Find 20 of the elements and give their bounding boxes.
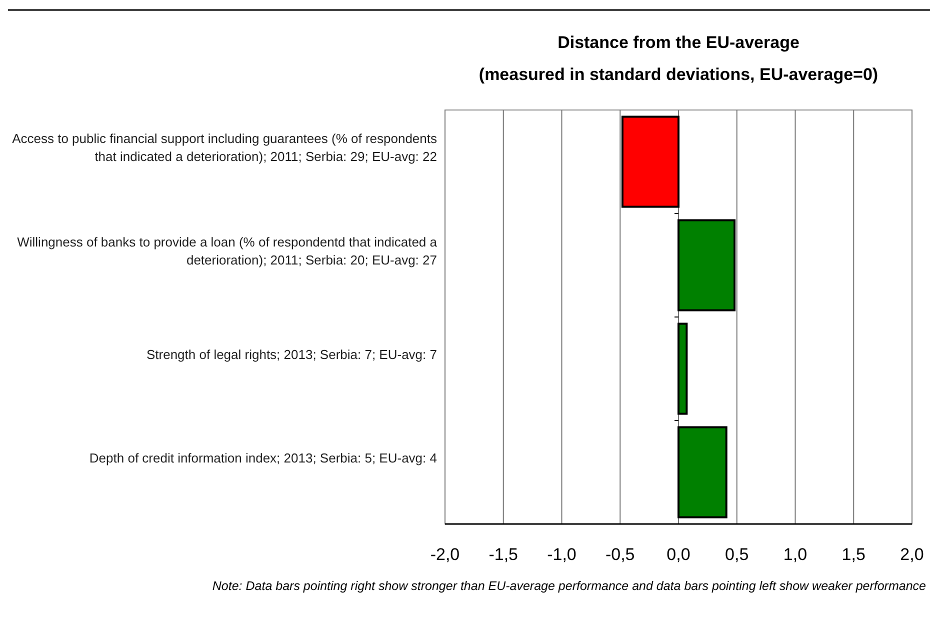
- y-tick-label: Depth of credit information index; 2013; Serbia: 5; EU-avg: 4: [89, 450, 437, 466]
- chart-subtitle: (measured in standard deviations, EU-average=0): [478, 65, 878, 84]
- y-tick-label: Willingness of banks to provide a loan (% of respondentd that indicated a deterioration); 2011; Serbia: 20; EU-avg: 27: [17, 234, 438, 268]
- y-tick-label: Access to public financial support including guarantees (% of respondents that indicated a deterioration); 2011; Serbia: 29; EU-avg: 22: [12, 130, 438, 164]
- x-tick-label: 2,0: [900, 545, 924, 564]
- x-tick-label: 0,5: [725, 545, 749, 564]
- y-tick-label: Strength of legal rights; 2013; Serbia: 7; EU-avg: 7: [146, 346, 437, 362]
- text: Note: Data bars pointing right show stronger than EU-average performance and data bars pointing left show weaker performance: [212, 579, 926, 593]
- bar: [678, 219, 736, 312]
- x-tick-label: -2,0: [430, 545, 460, 564]
- x-tick-label: 0,0: [666, 545, 690, 564]
- bar: [621, 116, 680, 208]
- x-tick-label: -1,0: [547, 545, 576, 564]
- x-tick-label: -0,5: [605, 545, 635, 564]
- chart-title: Distance from the EU-average: [558, 33, 800, 52]
- x-tick-label: 1,5: [842, 545, 866, 564]
- bar: [678, 426, 728, 518]
- x-tick-label: 1,0: [783, 545, 808, 564]
- x-tick-label: -1,5: [488, 545, 518, 564]
- bar: [678, 322, 688, 415]
